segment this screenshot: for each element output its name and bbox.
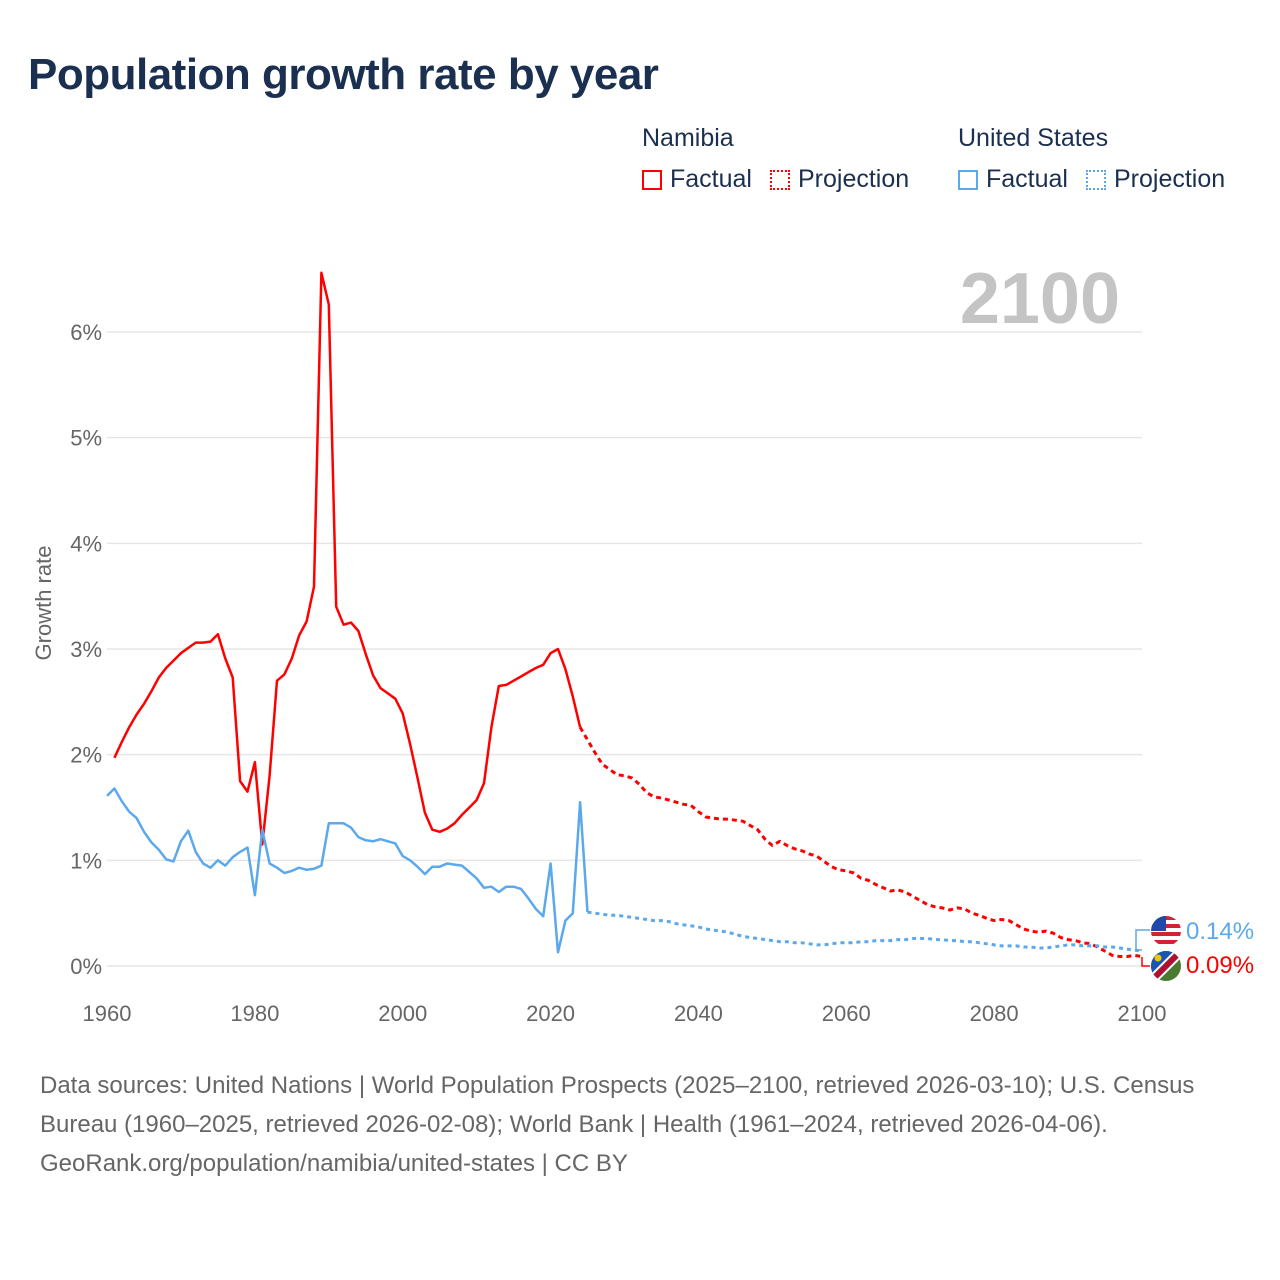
legend-label: Projection	[1113, 165, 1226, 193]
x-tick-label: 1980	[230, 1001, 279, 1026]
us-connector	[1135, 929, 1150, 951]
y-tick-label: 4%	[70, 531, 102, 556]
legend-united-states: United States Factual Projection	[958, 124, 1243, 194]
series-line-namibia-factual	[113, 271, 582, 846]
x-tick-label: 2060	[822, 1001, 871, 1026]
dotted-swatch-icon	[769, 169, 790, 190]
y-tick-label: 1%	[70, 848, 102, 873]
legend-group-label: United States	[958, 124, 1109, 152]
y-axis-label: Growth rate	[31, 546, 56, 661]
legend-label: Factual	[986, 165, 1068, 193]
x-tick-label: 2000	[378, 1001, 427, 1026]
legend-label: Projection	[797, 165, 910, 193]
namibia-connector	[1141, 957, 1150, 967]
y-tick-label: 5%	[70, 426, 102, 451]
data-sources: Data sources: United Nations | World Pop…	[40, 1072, 1195, 1138]
series-line-united-states-projection	[587, 910, 1143, 953]
legend-namibia-projection[interactable]: Projection	[769, 165, 910, 194]
y-tick-label: 6%	[70, 320, 102, 345]
y-tick-label: 3%	[70, 637, 102, 662]
year-watermark: 2100	[960, 259, 1120, 339]
legend-namibia-factual[interactable]: Factual	[642, 165, 752, 194]
series-line-united-states-factual	[106, 787, 589, 954]
legend-namibia: Namibia Factual Projection	[642, 124, 927, 194]
footer: Data sources: United Nations | World Pop…	[40, 1066, 1230, 1183]
us-end-value: 0.14%	[1186, 918, 1254, 945]
us-flag-icon	[1151, 916, 1181, 946]
solid-swatch-icon	[958, 169, 978, 190]
y-tick-label: 0%	[70, 954, 102, 979]
dotted-swatch-icon	[1085, 169, 1106, 190]
x-tick-label: 2100	[1118, 1001, 1167, 1026]
namibia-flag-icon	[1151, 951, 1181, 981]
credit-link[interactable]: GeoRank.org/population/namibia/united-st…	[40, 1150, 628, 1177]
legend-label: Factual	[670, 165, 752, 193]
x-tick-label: 2020	[526, 1001, 575, 1026]
series-line-namibia-projection	[578, 726, 1143, 958]
y-tick-label: 2%	[70, 743, 102, 768]
solid-swatch-icon	[642, 169, 662, 190]
namibia-end-value: 0.09%	[1186, 952, 1254, 979]
chart-plot: 0% 1% 2% 3% 4% 5% 6% 1960 1980 2000 2020 2040 2060 20…	[31, 259, 1254, 1026]
x-tick-label: 2040	[674, 1001, 723, 1026]
chart-title: Population growth rate by year	[28, 50, 659, 99]
x-tick-label: 2080	[970, 1001, 1019, 1026]
x-tick-label: 1960	[83, 1001, 132, 1026]
legend-us-projection[interactable]: Projection	[1085, 165, 1226, 194]
legend-group-label: Namibia	[642, 124, 734, 152]
legend-us-factual[interactable]: Factual	[958, 165, 1068, 194]
